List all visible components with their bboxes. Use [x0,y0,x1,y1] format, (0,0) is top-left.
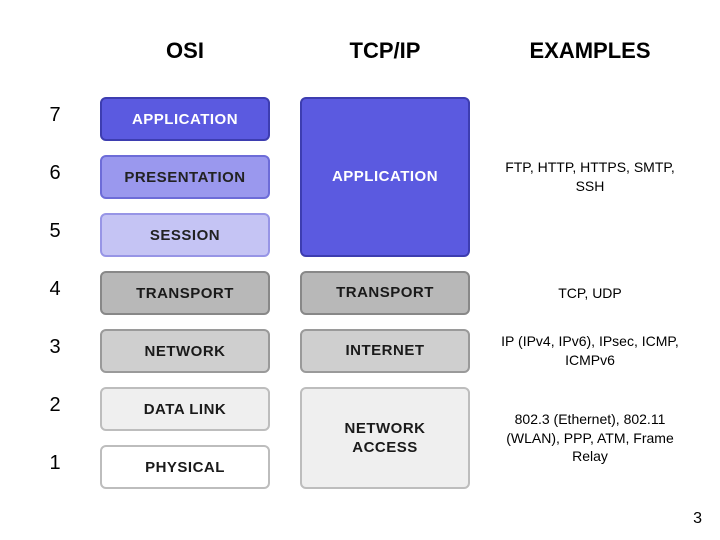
osi-number: 4 [40,278,70,301]
osi-number: 7 [40,104,70,127]
tcpip-layer-box: INTERNET [300,329,470,373]
tcpip-layer-box: TRANSPORT [300,271,470,315]
example-text: IP (IPv4, IPv6), IPsec, ICMP, ICMPv6 [490,329,690,373]
osi-number: 5 [40,220,70,243]
osi-layer-box: PRESENTATION [100,155,270,199]
header-tcpip: TCP/IP [300,38,470,64]
example-text: FTP, HTTP, HTTPS, SMTP, SSH [490,97,690,257]
header-examples: EXAMPLES [500,38,680,64]
osi-layer-box: PHYSICAL [100,445,270,489]
osi-layer-box: NETWORK [100,329,270,373]
osi-layer-box: SESSION [100,213,270,257]
osi-number: 1 [40,452,70,475]
example-text: TCP, UDP [490,271,690,315]
tcpip-layer-box: APPLICATION [300,97,470,257]
tcpip-layer-box: NETWORK ACCESS [300,387,470,489]
header-osi: OSI [100,38,270,64]
example-text: 802.3 (Ethernet), 802.11 (WLAN), PPP, AT… [490,387,690,489]
diagram-page: OSI TCP/IP EXAMPLES 7 APPLICATION 6 PRESENT… [0,0,720,540]
page-number: 3 [693,510,702,528]
osi-number: 3 [40,336,70,359]
osi-number: 6 [40,162,70,185]
osi-layer-box: DATA LINK [100,387,270,431]
header-row: OSI TCP/IP EXAMPLES [0,38,720,74]
osi-layer-box: APPLICATION [100,97,270,141]
osi-layer-box: TRANSPORT [100,271,270,315]
osi-number: 2 [40,394,70,417]
